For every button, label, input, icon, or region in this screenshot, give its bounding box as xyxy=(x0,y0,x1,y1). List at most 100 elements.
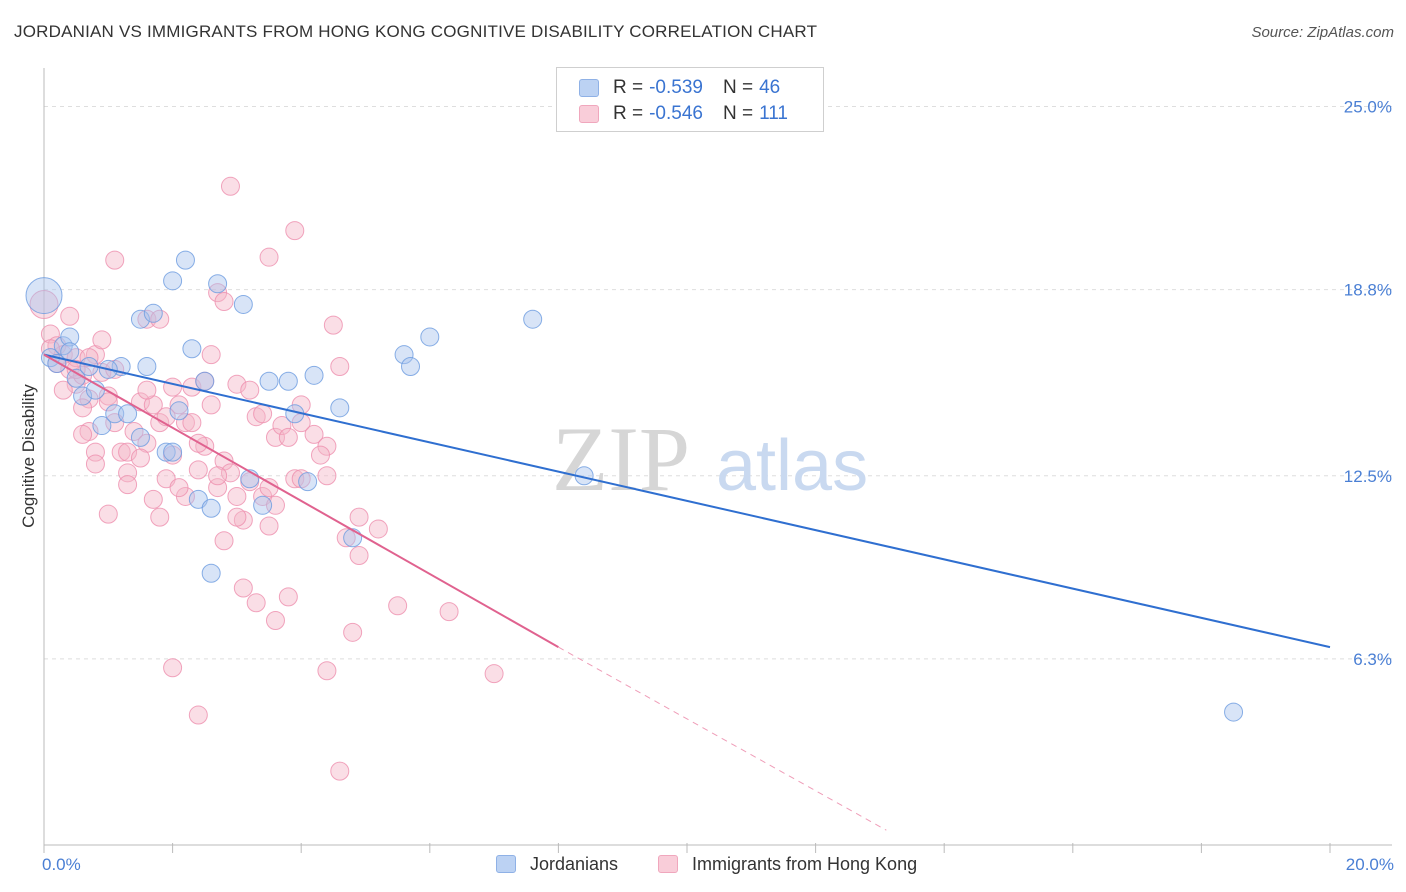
data-point-hong-kong xyxy=(188,460,208,480)
data-point-hong-kong xyxy=(227,374,247,394)
data-point-hong-kong xyxy=(118,442,138,462)
data-point-hong-kong xyxy=(169,478,189,498)
data-point-jordanian xyxy=(175,250,195,270)
chart-title: JORDANIAN VS IMMIGRANTS FROM HONG KONG C… xyxy=(14,22,818,41)
source-label: Source: ZipAtlas.com xyxy=(1251,24,1394,41)
data-point-hong-kong xyxy=(188,705,208,725)
data-point-jordanian xyxy=(253,495,273,515)
legend-swatch-pink xyxy=(658,855,678,873)
data-point-hong-kong xyxy=(163,377,183,397)
legend-n-label: N = xyxy=(722,103,754,124)
data-point-jordanian xyxy=(169,401,189,421)
data-point-hong-kong xyxy=(227,507,247,527)
data-point-hong-kong xyxy=(349,507,369,527)
data-point-hong-kong xyxy=(105,250,125,270)
data-point-hong-kong xyxy=(317,661,337,681)
legend-n-value: 46 xyxy=(759,77,781,98)
data-point-jordanian xyxy=(343,528,363,548)
watermark: ZIP atlas xyxy=(552,408,868,510)
series-jordanians xyxy=(25,250,1244,722)
data-point-hong-kong xyxy=(201,345,221,365)
data-point-hong-kong xyxy=(60,306,80,326)
legend-swatch-blue xyxy=(496,855,516,873)
data-point-hong-kong xyxy=(388,596,408,616)
data-point-hong-kong xyxy=(214,291,234,311)
data-point-hong-kong xyxy=(208,466,228,486)
trend-line-hong-kong-extension xyxy=(558,646,887,831)
legend-swatch-pink xyxy=(579,105,599,123)
legend-n-value: 111 xyxy=(759,103,788,124)
data-point-hong-kong xyxy=(285,221,305,241)
legend-r-label: R = xyxy=(613,103,644,124)
legend-r-label: R = xyxy=(613,77,644,98)
data-point-hong-kong xyxy=(201,395,221,415)
data-point-jordanian xyxy=(118,404,138,424)
data-point-hong-kong xyxy=(349,546,369,566)
data-point-jordanian xyxy=(1224,702,1244,722)
data-point-hong-kong xyxy=(265,611,285,631)
data-point-jordanian xyxy=(330,398,350,418)
data-point-jordanian xyxy=(73,386,93,406)
legend-n-label: N = xyxy=(722,77,754,98)
data-point-hong-kong xyxy=(130,448,150,468)
legend-label-hong-kong: Immigrants from Hong Kong xyxy=(692,853,918,874)
y-tick-label: 6.3% xyxy=(1353,650,1392,669)
data-point-jordanian xyxy=(163,271,183,291)
legend-row-hong-kong: R = -0.546 N = 111 xyxy=(579,102,788,126)
data-point-hong-kong xyxy=(343,622,363,642)
data-point-hong-kong xyxy=(137,380,157,400)
watermark-atlas: atlas xyxy=(716,426,868,506)
data-point-jordanian xyxy=(298,472,318,492)
data-point-hong-kong xyxy=(253,404,273,424)
data-point-hong-kong xyxy=(259,516,279,536)
x-tick-label: 0.0% xyxy=(42,855,81,874)
data-point-hong-kong xyxy=(182,413,202,433)
data-point-hong-kong xyxy=(336,528,356,548)
legend-row-jordanians: R = -0.539 N = 46 xyxy=(579,76,780,100)
data-point-hong-kong xyxy=(272,416,292,436)
data-point-hong-kong xyxy=(233,578,253,598)
y-tick-label: 25.0% xyxy=(1344,98,1392,117)
data-point-jordanian xyxy=(92,416,112,436)
x-tick-label: 20.0% xyxy=(1346,855,1394,874)
data-point-hong-kong xyxy=(259,478,279,498)
trend-line-jordanians xyxy=(43,353,1331,649)
data-point-hong-kong xyxy=(439,602,459,622)
data-point-jordanian xyxy=(182,339,202,359)
data-point-jordanian xyxy=(201,563,221,583)
trend-line-hong-kong xyxy=(43,353,559,648)
data-point-hong-kong xyxy=(240,380,260,400)
watermark-zip: ZIP xyxy=(552,408,690,510)
data-point-hong-kong xyxy=(259,247,279,267)
data-point-jordanian xyxy=(130,427,150,447)
data-point-jordanian xyxy=(195,371,215,391)
data-point-hong-kong xyxy=(143,489,163,509)
data-point-jordanian xyxy=(259,371,279,391)
data-point-jordanian xyxy=(60,327,80,347)
trend-lines xyxy=(43,353,1331,831)
data-point-hong-kong xyxy=(220,463,240,483)
data-point-hong-kong xyxy=(73,424,93,444)
legend-r-value: -0.539 xyxy=(649,77,703,98)
data-point-hong-kong xyxy=(368,519,388,539)
y-tick-label: 18.8% xyxy=(1344,281,1392,300)
data-point-hong-kong xyxy=(317,466,337,486)
data-point-hong-kong xyxy=(330,356,350,376)
data-point-hong-kong xyxy=(484,664,504,684)
data-point-jordanian xyxy=(304,365,324,385)
data-point-jordanian xyxy=(420,327,440,347)
data-point-hong-kong xyxy=(150,507,170,527)
data-point-hong-kong xyxy=(220,176,240,196)
data-point-hong-kong xyxy=(214,531,234,551)
data-point-hong-kong xyxy=(304,424,324,444)
legend-item-jordanians: Jordanians xyxy=(496,852,618,876)
data-point-hong-kong xyxy=(29,289,59,319)
legend-swatch-blue xyxy=(579,79,599,97)
data-point-jordanian xyxy=(137,356,157,376)
y-tick-label: 12.5% xyxy=(1344,467,1392,486)
legend-label-jordanians: Jordanians xyxy=(530,853,619,874)
data-point-jordanian xyxy=(278,371,298,391)
data-point-hong-kong xyxy=(227,486,247,506)
data-point-jordanian xyxy=(163,442,183,462)
